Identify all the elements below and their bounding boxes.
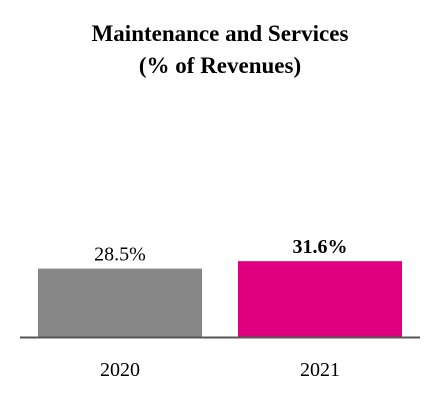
x-tick-label-2021: 2021 — [300, 359, 340, 381]
bar-2020 — [38, 268, 202, 337]
chart-title-line2: (% of Revenues) — [138, 53, 302, 78]
chart-title-line1: Maintenance and Services — [91, 21, 349, 46]
x-tick-label-2020: 2020 — [100, 359, 140, 381]
bar-2021 — [238, 261, 402, 337]
data-label-2020: 28.5% — [94, 244, 146, 266]
data-label-2021: 31.6% — [293, 236, 348, 258]
chart-title: Maintenance and Services (% of Revenues) — [0, 18, 440, 82]
